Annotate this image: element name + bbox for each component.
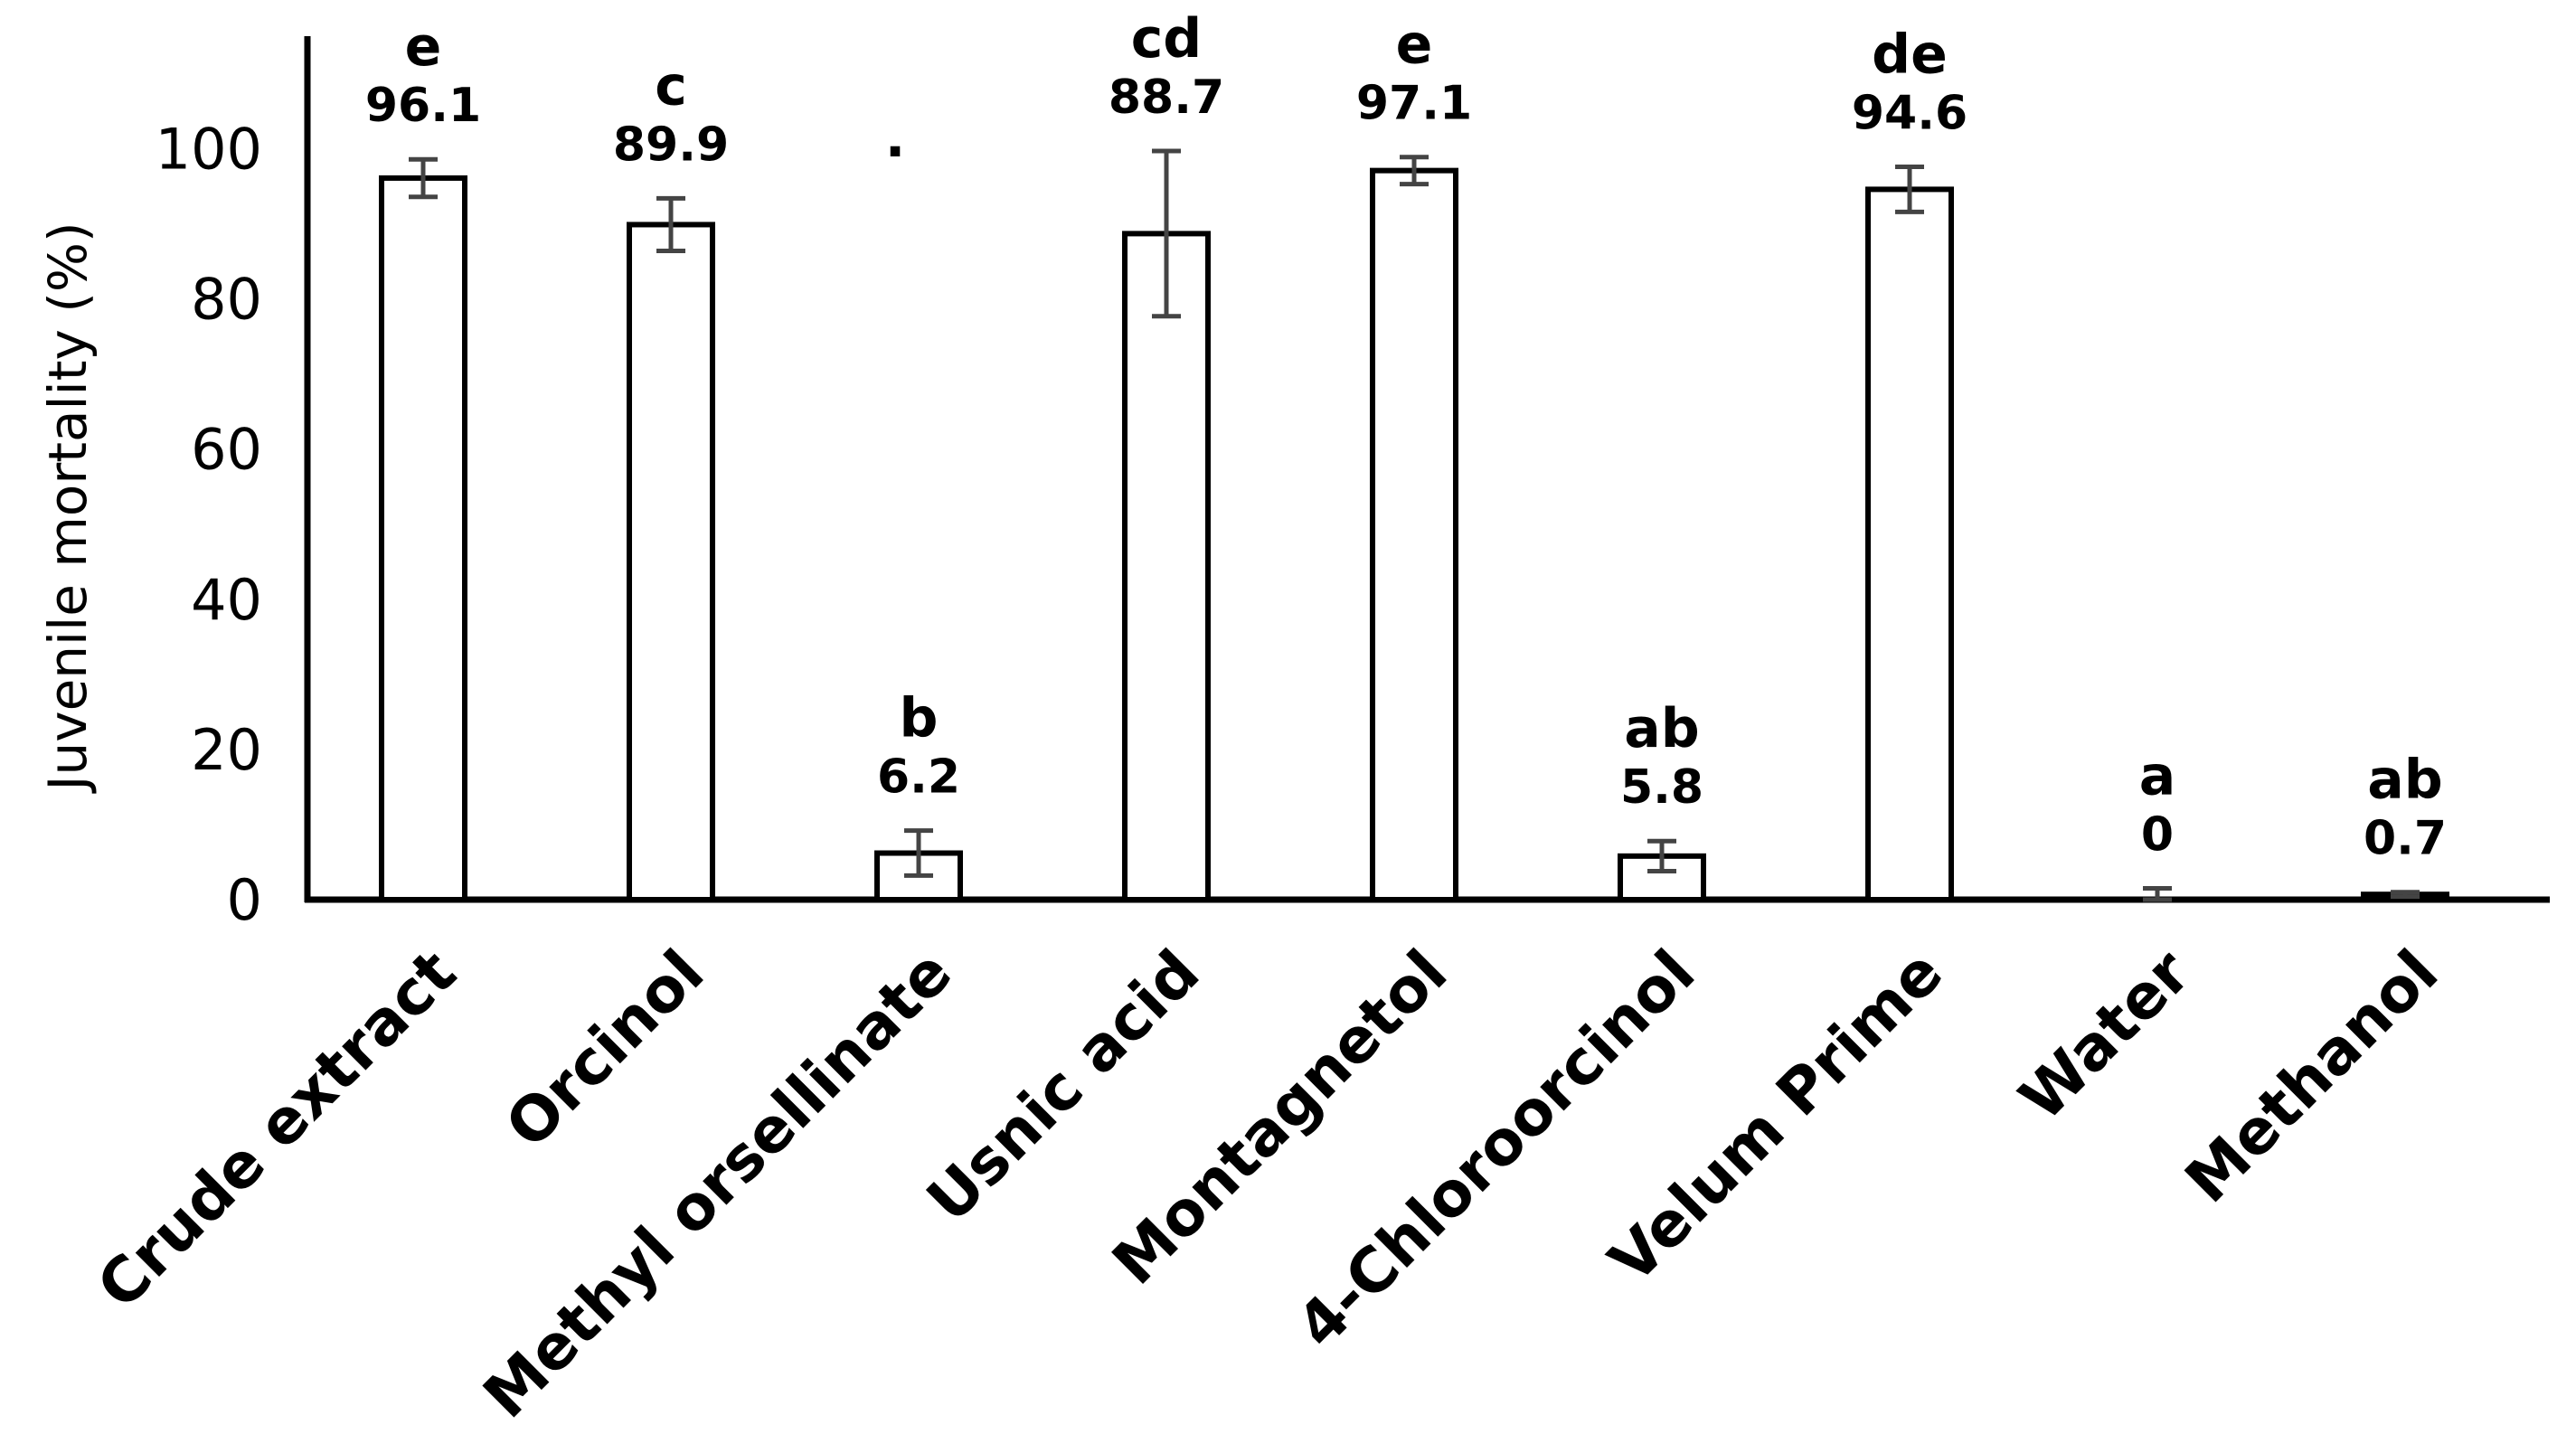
value-label-0: 96.1: [365, 79, 481, 133]
value-label-5: 5.8: [1620, 760, 1703, 815]
significance-label-4: e: [1396, 14, 1433, 77]
significance-label-3: cd: [1131, 7, 1203, 71]
y-tick-label-4: 80: [191, 267, 262, 333]
significance-label-7: a: [2139, 745, 2176, 808]
bar-0: [379, 175, 467, 903]
value-label-7: 0: [2141, 808, 2174, 863]
value-label-8: 0.7: [2364, 812, 2447, 866]
significance-label-6: de: [1872, 23, 1948, 86]
category-label-2: Methyl orsellinate: [470, 937, 966, 1432]
category-label-7: Water: [2006, 937, 2204, 1135]
value-label-3: 88.7: [1109, 71, 1224, 125]
y-axis-title: Juvenile mortality (%): [37, 222, 99, 793]
significance-label-1: c: [655, 54, 687, 118]
significance-label-5: ab: [1624, 697, 1699, 760]
y-tick-label-0: 0: [227, 867, 262, 933]
category-label-8: Methanol: [2172, 937, 2452, 1217]
bar-4: [1370, 167, 1458, 902]
significance-label-2: b: [900, 687, 939, 750]
y-tick-label-3: 60: [191, 417, 262, 483]
value-label-2: 6.2: [877, 750, 960, 805]
value-label-4: 97.1: [1356, 77, 1472, 131]
value-label-6: 94.6: [1852, 86, 1967, 140]
significance-label-0: e: [405, 15, 442, 79]
value-label-1: 89.9: [613, 118, 729, 172]
stray-dot: ·: [885, 120, 906, 184]
significance-label-8: ab: [2367, 749, 2442, 812]
y-tick-label-5: 100: [156, 117, 262, 183]
y-tick-label-1: 20: [191, 717, 262, 783]
bar-1: [627, 222, 715, 902]
bar-6: [1865, 186, 1954, 902]
y-tick-label-2: 40: [191, 567, 262, 633]
category-label-1: Orcinol: [493, 937, 718, 1162]
bar-3: [1122, 231, 1211, 902]
category-label-0: Crude extract: [84, 937, 470, 1323]
